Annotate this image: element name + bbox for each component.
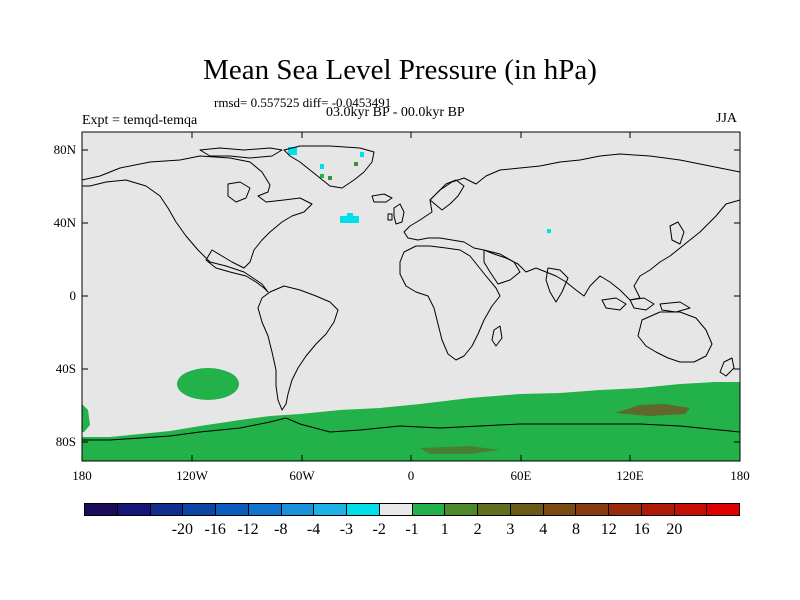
southern-ocean-anomaly — [82, 382, 740, 461]
colorbar-label: -2 — [372, 521, 386, 538]
colorbar-label: -3 — [339, 521, 354, 538]
colorbar-label: -1 — [405, 521, 419, 538]
map-title: Mean Sea Level Pressure (in hPa) — [203, 54, 597, 86]
colorbar-swatch — [609, 504, 642, 515]
lon-label-180w: 180 — [72, 468, 92, 483]
rmsd-diff-stats: rmsd= 0.557525 diff= -0.0453491 — [214, 95, 392, 110]
greenland-anomaly-3 — [360, 152, 364, 157]
colorbar-swatch — [85, 504, 118, 515]
season-label: JJA — [716, 111, 738, 126]
colorbar-label: 12 — [600, 521, 617, 538]
colorbar-swatch — [314, 504, 347, 515]
lat-label-80s: 80S — [55, 434, 76, 449]
colorbar-swatch — [674, 504, 708, 515]
colorbar-swatch — [543, 504, 577, 515]
lon-label-0: 0 — [407, 468, 415, 483]
colorbar-swatch — [281, 504, 315, 515]
colorbar-label: -8 — [274, 521, 288, 538]
north-atlantic-anomaly-b — [347, 213, 353, 217]
colorbar-swatch — [347, 504, 380, 515]
lon-label-60w: 60W — [289, 468, 315, 483]
lat-label-80n: 80N — [53, 142, 76, 157]
colorbar-swatch — [707, 504, 739, 515]
colorbar-swatch — [576, 504, 609, 515]
colorbar-swatch — [478, 504, 511, 515]
colorbar-label: -16 — [204, 521, 226, 538]
lon-label-60e: 60E — [510, 468, 532, 483]
colorbar-swatch — [150, 504, 184, 515]
lon-label-120e: 120E — [616, 468, 644, 483]
colorbar-swatch — [216, 504, 249, 515]
lat-label-40n: 40N — [53, 215, 76, 230]
central-asia-anomaly — [547, 229, 551, 233]
west-edge-anomaly — [82, 404, 90, 432]
colorbar-label: 20 — [666, 521, 683, 538]
colorbar-swatch — [117, 504, 151, 515]
colorbar-label: -12 — [237, 521, 259, 538]
greenland-anomaly-4 — [320, 174, 324, 178]
colorbar-swatch — [641, 504, 675, 515]
colorbar-label: 4 — [539, 521, 548, 538]
colorbar — [84, 503, 740, 516]
colorbar-swatch — [379, 504, 413, 515]
colorbar-swatch — [510, 504, 544, 515]
colorbar-label: -20 — [171, 521, 194, 538]
colorbar-label: 16 — [633, 521, 650, 538]
colorbar-label: 8 — [572, 521, 580, 538]
north-atlantic-anomaly — [340, 216, 359, 223]
lon-label-180e: 180 — [730, 468, 750, 483]
east-edge-anomaly — [728, 398, 740, 428]
greenland-anomaly-5 — [328, 176, 332, 180]
greenland-anomaly-1 — [288, 147, 297, 155]
colorbar-label: 2 — [473, 521, 482, 538]
ross-sea-anomaly — [420, 446, 500, 454]
east-antarctic-anomaly — [615, 404, 690, 416]
lat-label-40s: 40S — [55, 361, 76, 376]
colorbar-swatch — [183, 504, 216, 515]
colorbar-swatch — [445, 504, 478, 515]
south-pacific-anomaly — [177, 368, 239, 400]
colorbar-label: 3 — [506, 521, 515, 538]
colorbar-label: 1 — [440, 521, 449, 538]
colorbar-swatch — [248, 504, 282, 515]
greenland-anomaly-6 — [354, 162, 358, 166]
coastlines — [82, 145, 740, 441]
colorbar-label: -4 — [306, 521, 321, 538]
lat-label-0: 0 — [69, 288, 77, 303]
colorbar-swatch — [412, 504, 446, 515]
period-label: 03.0kyr BP - 00.0kyr BP — [326, 105, 465, 120]
greenland-anomaly-2 — [320, 164, 324, 169]
lon-label-120w: 120W — [176, 468, 208, 483]
axis-ticks — [81, 132, 741, 461]
experiment-label: Expt = temqd-temqa — [82, 113, 198, 128]
